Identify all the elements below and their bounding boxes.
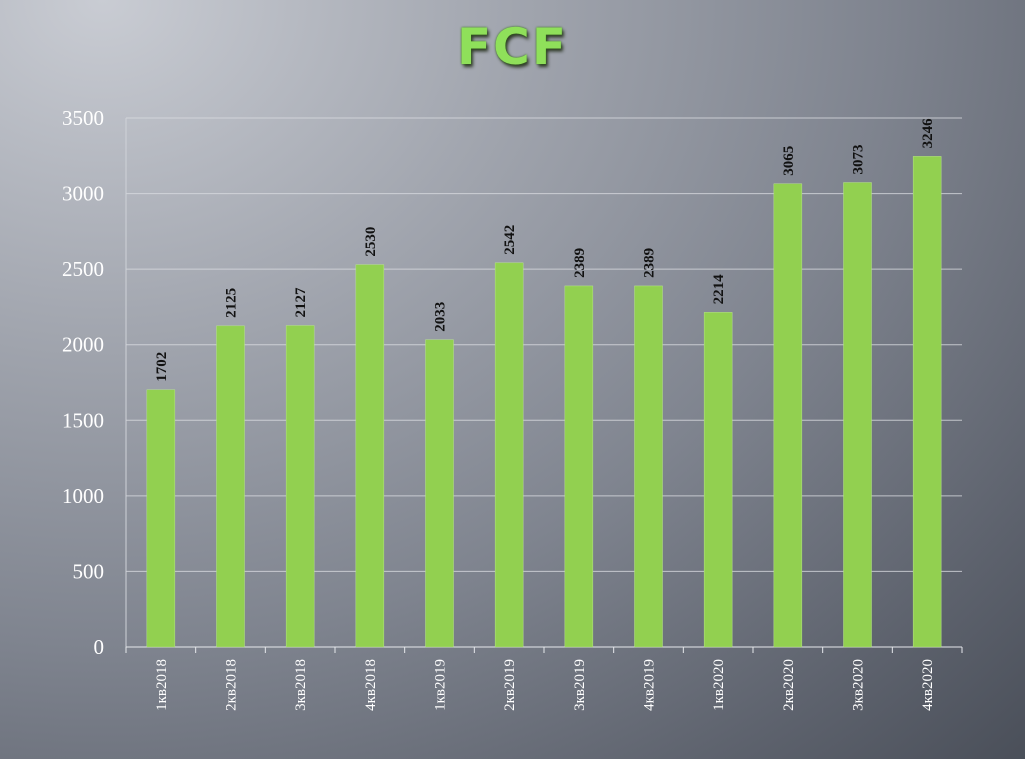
- y-tick-label: 1500: [62, 408, 104, 432]
- x-tick-label: 1кв2019: [433, 659, 449, 711]
- data-label: 2127: [293, 287, 309, 318]
- y-tick-label: 2000: [62, 333, 104, 357]
- chart-title: FCF: [456, 18, 568, 76]
- x-axis-ticks: 1кв2018 2кв2018 3кв2018 4кв2018 1кв2019 2кв20…: [154, 659, 936, 711]
- bar: [843, 182, 872, 648]
- bar: [355, 264, 385, 648]
- bar: [425, 339, 454, 648]
- data-label: 3246: [920, 118, 936, 149]
- bar: [564, 285, 594, 648]
- y-tick-label: 1000: [62, 484, 104, 508]
- x-tick-label: 4кв2019: [642, 659, 658, 711]
- data-label: 2389: [572, 248, 588, 278]
- bar: [773, 183, 803, 648]
- x-tick-label: 2кв2018: [224, 659, 240, 711]
- y-tick-label: 3500: [62, 106, 104, 130]
- data-label: 2033: [433, 302, 449, 332]
- x-tick-label: 2кв2019: [502, 659, 518, 711]
- bar: [912, 156, 942, 648]
- data-label: 2125: [224, 288, 240, 318]
- data-label: 2530: [363, 227, 379, 257]
- bar: [146, 389, 176, 648]
- x-tick-label: 4кв2020: [920, 659, 936, 711]
- y-tick-label: 0: [94, 635, 105, 659]
- bar: [703, 312, 733, 648]
- y-tick-label: 500: [73, 559, 105, 583]
- data-label: 3073: [851, 145, 867, 175]
- data-label: 1702: [154, 352, 170, 382]
- data-label: 2542: [502, 225, 518, 255]
- x-tick-label: 2кв2020: [781, 659, 797, 711]
- y-tick-label: 3000: [62, 182, 104, 206]
- data-label: 2214: [711, 274, 727, 305]
- x-tick-label: 1кв2020: [711, 659, 727, 711]
- y-tick-label: 2500: [62, 257, 104, 281]
- bar: [634, 285, 663, 648]
- gridlines: [126, 117, 962, 572]
- x-tick-label: 3кв2018: [293, 659, 309, 711]
- bars: [146, 156, 942, 648]
- bar: [494, 262, 524, 648]
- axes: [125, 118, 963, 653]
- bar: [285, 325, 315, 648]
- bar: [216, 325, 245, 648]
- x-tick-label: 1кв2018: [154, 659, 170, 711]
- x-tick-label: 4кв2018: [363, 659, 379, 711]
- x-tick-label: 3кв2020: [851, 659, 867, 711]
- data-label: 2389: [642, 248, 658, 278]
- data-labels: 1702 2125 2127 2530 2033 2542 2389 2389 2214 3065…: [154, 118, 936, 382]
- x-tick-label: 3кв2019: [572, 659, 588, 711]
- y-axis-ticks: 0 500 1000 1500 2000 2500 3000 3500: [62, 106, 104, 659]
- data-label: 3065: [781, 146, 797, 176]
